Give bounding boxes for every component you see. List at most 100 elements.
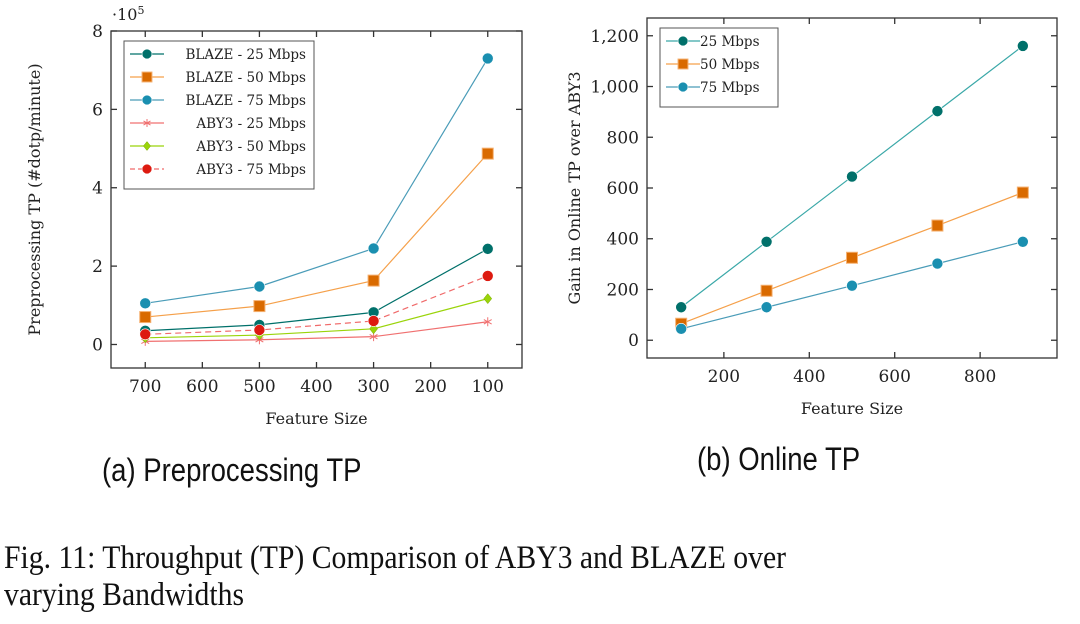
data-point	[139, 297, 152, 310]
legend-marker	[677, 81, 689, 93]
data-point	[367, 274, 380, 287]
series-line	[145, 153, 489, 318]
legend-marker	[143, 141, 151, 151]
series-blaze-25-mbps	[139, 243, 494, 337]
data-point	[760, 301, 773, 314]
series-blaze-50-mbps	[139, 147, 494, 324]
legend-item: BLAZE - 25 Mbps	[130, 47, 306, 63]
x-tick-label: 200	[708, 367, 740, 387]
y-multiplier-label: ·105	[112, 4, 144, 24]
x-tick-label: 100	[472, 377, 504, 397]
series-aby3-75-mbps	[139, 270, 494, 341]
x-tick-label: 500	[243, 377, 275, 397]
legend-item: BLAZE - 75 Mbps	[130, 93, 306, 109]
data-point	[367, 242, 380, 255]
data-point	[253, 280, 266, 293]
data-point	[139, 328, 152, 341]
data-point	[675, 323, 687, 335]
y-tick-label: 0	[92, 335, 103, 355]
legend-item: ABY3 - 25 Mbps	[130, 116, 306, 132]
data-point	[760, 284, 773, 297]
legend: BLAZE - 25 Mbps BLAZE - 50 Mbps BLAZE - 75…	[123, 40, 315, 190]
series-line	[145, 248, 489, 332]
x-tick-label: 400	[793, 367, 825, 387]
data-point	[1017, 235, 1029, 248]
x-tick-label: 600	[878, 367, 910, 387]
x-tick-label: 800	[964, 367, 996, 387]
series-line	[145, 58, 489, 304]
legend-label: 50 Mbps	[700, 57, 760, 73]
legend-marker	[141, 94, 153, 106]
legend-item: 25 Mbps	[666, 34, 760, 50]
legend-box	[123, 40, 315, 190]
legend-marker	[141, 71, 153, 83]
data-point	[1016, 186, 1029, 199]
series-line	[145, 321, 488, 342]
figure-canvas: 700 600 500 400 300 200 100 0 2 4 6 8 Feature Size Pr…	[25, 4, 1058, 428]
legend-item: 75 Mbps	[666, 80, 760, 96]
legend-item: BLAZE - 50 Mbps	[130, 70, 306, 86]
legend-marker	[141, 48, 153, 60]
y-tick-label: 400	[607, 230, 639, 250]
data-point	[846, 251, 858, 264]
legend-marker	[141, 163, 153, 175]
data-point	[760, 235, 773, 248]
legend-item: ABY3 - 50 Mbps	[130, 139, 306, 155]
data-point	[931, 105, 944, 117]
data-point	[1017, 40, 1029, 52]
chart-preprocessing-tp: 700 600 500 400 300 200 100 0 2 4 6 8 Feature Size Pr…	[25, 4, 523, 428]
data-point	[483, 317, 492, 327]
x-tick-label: 300	[357, 377, 389, 397]
data-point	[481, 52, 494, 65]
legend-label: ABY3 - 25 Mbps	[195, 116, 306, 132]
x-axis-label: Feature Size	[265, 409, 367, 428]
series-line	[145, 298, 488, 339]
y-axis-label: Gain in Online TP over ABY3	[565, 71, 584, 304]
data-point	[483, 293, 493, 305]
data-point	[481, 147, 494, 160]
series-75-mbps	[675, 235, 1029, 335]
series-line	[145, 275, 488, 335]
y-tick-label: 2	[92, 257, 103, 277]
data-point	[846, 170, 858, 183]
y-tick-label: 1,000	[590, 78, 639, 98]
y-tick-label: 1,200	[590, 27, 639, 47]
data-point	[931, 257, 944, 270]
subcaption-b: (b) Online TP	[697, 441, 861, 477]
y-tick-label: 6	[92, 100, 103, 120]
series-50-mbps	[675, 186, 1029, 330]
x-tick-label: 600	[186, 377, 218, 397]
y-tick-label: 200	[607, 280, 639, 300]
legend-marker	[677, 35, 689, 47]
data-point	[253, 300, 266, 313]
data-point	[481, 270, 494, 282]
legend-marker	[677, 58, 689, 70]
data-point	[253, 324, 266, 336]
legend-label: 25 Mbps	[700, 34, 760, 50]
legend-label: BLAZE - 75 Mbps	[185, 93, 306, 109]
x-tick-label: 700	[129, 377, 161, 397]
x-axis-label: Feature Size	[801, 399, 903, 418]
legend-label: BLAZE - 50 Mbps	[185, 70, 306, 86]
y-tick-label: 800	[607, 128, 639, 148]
y-tick-label: 4	[92, 179, 103, 199]
x-tick-label: 200	[414, 377, 446, 397]
figure-caption-line-2: varying Bandwidths	[4, 577, 245, 613]
data-point	[675, 301, 687, 314]
data-point	[846, 279, 858, 292]
series-25-mbps	[675, 40, 1029, 314]
y-axis-label: Preprocessing TP (#dotp/minute)	[25, 63, 44, 335]
legend-item: ABY3 - 75 Mbps	[130, 162, 306, 178]
y-tick-label: 0	[628, 331, 639, 351]
data-point	[931, 219, 944, 232]
legend: 25 Mbps 50 Mbps 75 Mbps	[659, 27, 779, 108]
legend-label: 75 Mbps	[700, 80, 760, 96]
data-point	[481, 243, 494, 255]
series-blaze-75-mbps	[139, 52, 494, 310]
data-point	[139, 311, 152, 324]
y-tick-label: 8	[92, 22, 103, 42]
subcaption-a: (a) Preprocessing TP	[102, 452, 362, 488]
legend-marker	[143, 118, 151, 128]
data-point	[367, 315, 380, 327]
x-tick-label: 400	[300, 377, 332, 397]
